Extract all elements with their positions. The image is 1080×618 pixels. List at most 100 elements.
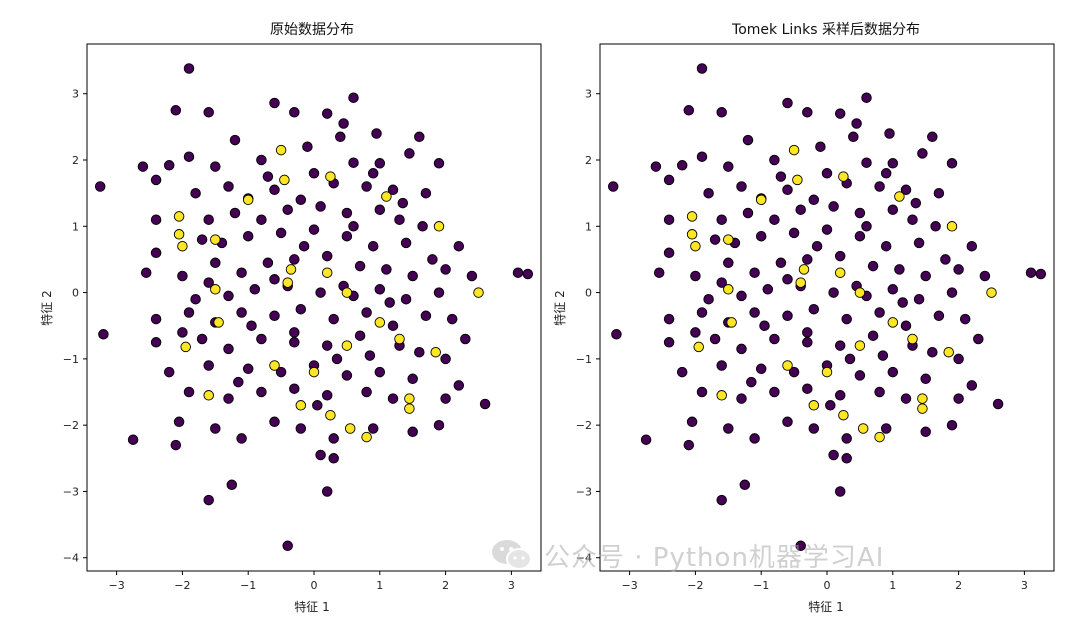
- minority-point: [180, 341, 191, 353]
- majority-point: [887, 158, 899, 169]
- majority-point: [762, 284, 774, 295]
- minority-point: [788, 144, 800, 156]
- majority-point: [834, 250, 846, 262]
- x-tick-label: −2: [174, 579, 190, 592]
- majority-point: [229, 134, 241, 146]
- majority-point: [690, 270, 701, 282]
- majority-point: [397, 197, 409, 209]
- majority-point: [315, 287, 326, 298]
- majority-point: [676, 366, 688, 378]
- majority-point: [150, 247, 162, 259]
- majority-point: [269, 416, 280, 428]
- majority-point: [150, 313, 162, 325]
- majority-point: [834, 340, 846, 351]
- minority-point: [874, 431, 885, 443]
- minority-point: [177, 240, 188, 252]
- majority-point: [328, 313, 339, 325]
- majority-point: [328, 453, 339, 464]
- x-tick-label: 0: [824, 579, 831, 592]
- majority-point: [269, 97, 280, 109]
- majority-point: [755, 230, 767, 242]
- majority-point: [927, 131, 938, 143]
- majority-point: [512, 267, 524, 278]
- majority-point: [367, 168, 379, 179]
- y-axis-ticks: 3 2 1 0 −1 −2 −3 −4: [63, 88, 87, 565]
- minority-point: [282, 277, 293, 288]
- majority-point: [917, 148, 928, 159]
- majority-point: [676, 160, 688, 171]
- majority-point: [959, 313, 971, 325]
- majority-point: [802, 107, 813, 118]
- minority-point: [690, 240, 701, 252]
- majority-point: [367, 423, 379, 434]
- minority-point: [275, 144, 287, 156]
- majority-point: [663, 214, 675, 225]
- majority-point: [203, 214, 214, 225]
- majority-point: [821, 224, 833, 235]
- majority-point: [282, 204, 293, 215]
- majority-point: [966, 380, 978, 391]
- majority-point: [407, 373, 418, 385]
- minority-point: [693, 341, 704, 353]
- majority-point: [242, 230, 254, 242]
- minority-point: [341, 287, 353, 298]
- majority-point: [150, 337, 162, 348]
- majority-point: [795, 204, 806, 215]
- majority-point: [611, 329, 622, 340]
- majority-point: [453, 240, 465, 252]
- scatter-chart-original: 原始数据分布 −3 −2 −1 0 1 2 3 3 2 1 0 −1 −2 −3 −4 特征 1 特征 2: [39, 22, 542, 614]
- majority-point: [769, 333, 780, 345]
- majority-point: [354, 260, 366, 272]
- majority-point: [782, 310, 793, 322]
- majority-point: [400, 237, 412, 249]
- y-tick-label: 1: [585, 220, 592, 233]
- minority-point: [907, 333, 918, 345]
- minority-point: [473, 287, 484, 298]
- majority-point: [354, 330, 366, 341]
- majority-point: [848, 131, 859, 143]
- majority-point: [163, 160, 175, 171]
- majority-point: [321, 486, 333, 497]
- majority-point: [913, 237, 925, 249]
- majority-point: [446, 313, 458, 325]
- minority-point: [723, 284, 734, 295]
- majority-point: [94, 181, 106, 192]
- majority-point: [953, 264, 964, 275]
- majority-point: [177, 327, 188, 338]
- majority-point: [321, 340, 333, 351]
- majority-point: [223, 393, 234, 404]
- majority-point: [953, 353, 964, 365]
- majority-point: [788, 227, 800, 239]
- minority-point: [279, 174, 290, 186]
- majority-point: [736, 343, 747, 355]
- majority-point: [289, 327, 300, 338]
- majority-point: [440, 353, 451, 365]
- minority-point: [394, 333, 405, 345]
- minority-point: [946, 221, 958, 232]
- majority-point: [723, 161, 734, 172]
- majority-point: [331, 353, 343, 365]
- majority-point: [874, 307, 885, 318]
- majority-point: [788, 366, 800, 378]
- majority-point: [851, 118, 862, 129]
- majority-point: [289, 337, 300, 348]
- majority-point: [414, 131, 425, 143]
- majority-point: [183, 386, 195, 398]
- majority-point: [874, 386, 885, 398]
- majority-point: [874, 181, 885, 192]
- majority-point: [223, 181, 234, 192]
- y-tick-label: 2: [72, 154, 79, 167]
- majority-point: [884, 128, 895, 139]
- minority-point: [887, 317, 899, 328]
- majority-point: [466, 270, 478, 282]
- minority-point: [854, 287, 866, 298]
- y-tick-label: 3: [72, 88, 79, 101]
- majority-point: [808, 303, 820, 315]
- majority-point: [394, 214, 405, 225]
- y-tick-label: −1: [576, 353, 592, 366]
- majority-point: [269, 310, 280, 322]
- minority-point: [295, 400, 307, 411]
- majority-point: [920, 373, 931, 385]
- majority-point: [736, 290, 747, 302]
- y-tick-label: −3: [63, 485, 79, 498]
